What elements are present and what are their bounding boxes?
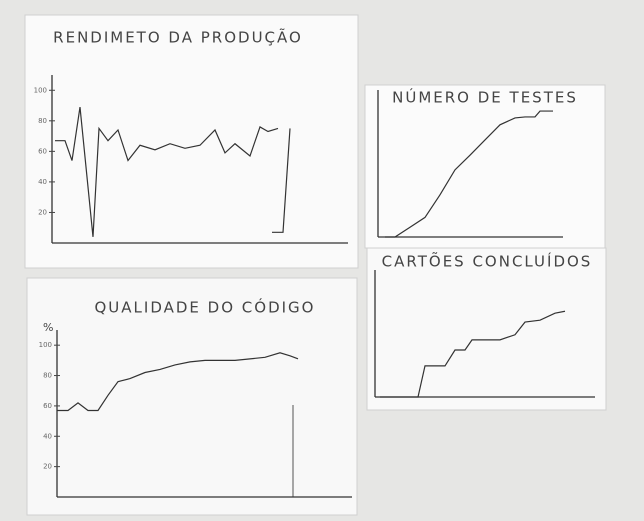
chart-title: QUALIDADE DO CÓDIGO bbox=[95, 298, 316, 317]
y-tick-label: 80 bbox=[43, 372, 52, 380]
data-line bbox=[55, 106, 279, 237]
y-tick-label: 20 bbox=[43, 463, 52, 471]
y-tick-label: 40 bbox=[43, 432, 52, 440]
paper bbox=[364, 84, 606, 249]
y-tick-label: 20 bbox=[38, 208, 47, 216]
y-tick-label: 80 bbox=[38, 117, 47, 125]
paper bbox=[366, 247, 607, 411]
data-line bbox=[380, 310, 566, 398]
y-tick-label: 100 bbox=[34, 86, 47, 94]
data-line bbox=[385, 110, 553, 238]
y-tick-label: 60 bbox=[38, 147, 47, 155]
data-line bbox=[57, 352, 299, 412]
paper bbox=[26, 277, 358, 516]
y-axis-label: % bbox=[43, 321, 53, 334]
y-tick-label: 40 bbox=[38, 178, 47, 186]
y-tick-label: 60 bbox=[43, 402, 52, 410]
paper bbox=[24, 14, 359, 269]
y-tick-label: 100 bbox=[39, 341, 52, 349]
data-line bbox=[272, 128, 291, 233]
chart-title: NÚMERO DE TESTES bbox=[392, 88, 578, 107]
chart-title: RENDIMETO DA PRODUÇÃO bbox=[53, 28, 303, 47]
chart-title: CARTÕES CONCLUÍDOS bbox=[382, 252, 593, 271]
